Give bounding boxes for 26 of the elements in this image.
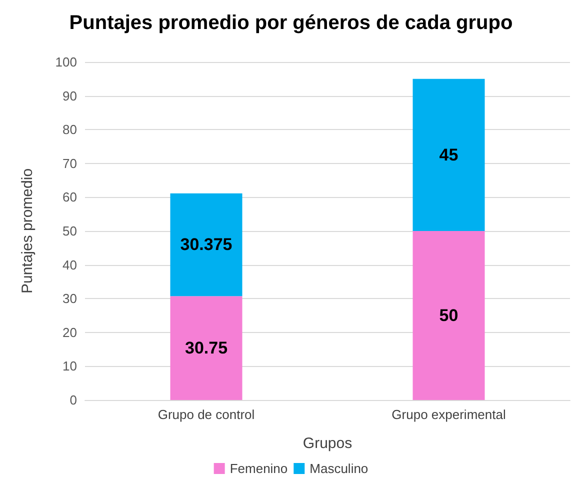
y-axis-title: Puntajes promedio	[19, 168, 36, 294]
data-label: 30.375	[180, 235, 232, 254]
y-tick-label: 100	[55, 54, 77, 70]
bar	[170, 296, 242, 400]
y-tick-label: 70	[62, 156, 77, 171]
x-axis-title: Grupos	[302, 435, 352, 452]
data-label: 45	[439, 145, 458, 164]
y-tick-label: 90	[62, 88, 77, 104]
y-tick-label: 30	[62, 291, 77, 306]
y-tick-label: 80	[62, 122, 77, 138]
data-label: 50	[439, 306, 458, 325]
y-tick-label: 0	[70, 392, 77, 408]
y-tick-label: 60	[62, 190, 77, 205]
legend-label: Femenino	[230, 461, 288, 476]
y-tick-label: 40	[62, 257, 77, 272]
y-tick-label: 10	[62, 358, 77, 374]
data-label: 30.75	[184, 338, 228, 358]
bar	[412, 78, 485, 231]
x-tick-label: Grupo de control	[158, 407, 255, 422]
x-tick-label: Grupo experimental	[392, 407, 506, 422]
y-tick-label: 20	[62, 324, 77, 340]
legend-label: Masculino	[310, 461, 368, 476]
y-tick-label: 50	[62, 224, 77, 238]
bar	[412, 231, 485, 400]
bar	[170, 193, 242, 296]
chart-title: Puntajes promedio por géneros de cada grupo	[69, 12, 513, 34]
